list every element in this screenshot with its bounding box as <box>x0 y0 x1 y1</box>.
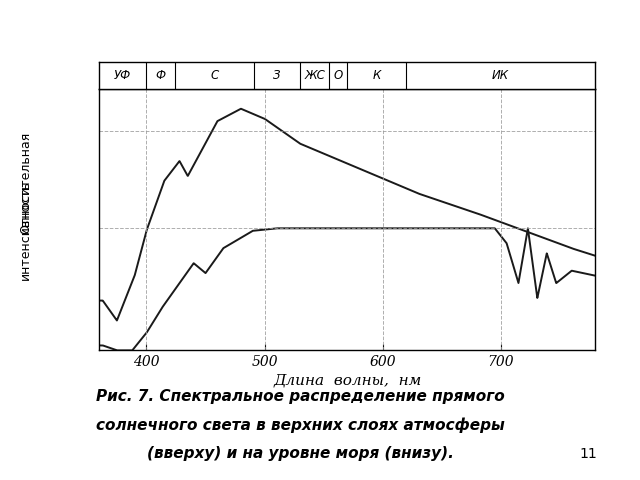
Text: 11: 11 <box>580 446 598 461</box>
X-axis label: Длина  волны,  нм: Длина волны, нм <box>273 373 421 387</box>
Text: интенсивность: интенсивность <box>19 180 32 280</box>
Text: Ф: Ф <box>156 69 166 82</box>
Text: С: С <box>210 69 218 82</box>
Text: ЖС: ЖС <box>304 69 325 82</box>
Text: З: З <box>273 69 281 82</box>
Text: УФ: УФ <box>114 69 131 82</box>
Text: К: К <box>372 69 381 82</box>
Text: ИК: ИК <box>492 69 509 82</box>
Text: О: О <box>333 69 343 82</box>
Text: солнечного света в верхних слоях атмосферы: солнечного света в верхних слоях атмосфе… <box>97 417 505 432</box>
Text: (вверху) и на уровне моря (внизу).: (вверху) и на уровне моря (внизу). <box>147 446 454 461</box>
Text: Рис. 7. Спектральное распределение прямого: Рис. 7. Спектральное распределение прямо… <box>97 388 505 404</box>
Text: Относительная: Относительная <box>19 131 32 234</box>
